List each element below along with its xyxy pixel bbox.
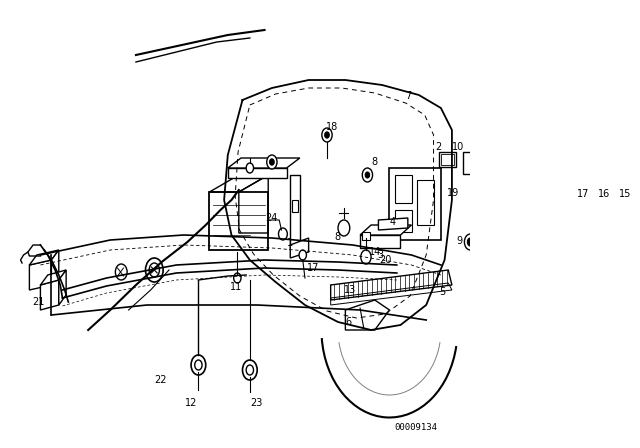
- Text: 17: 17: [307, 263, 319, 273]
- Text: 12: 12: [185, 398, 197, 408]
- Text: 7: 7: [405, 91, 412, 101]
- Text: 20: 20: [380, 255, 392, 265]
- Text: 11: 11: [230, 282, 242, 292]
- Text: 23: 23: [250, 398, 262, 408]
- Polygon shape: [59, 270, 66, 305]
- Circle shape: [322, 128, 332, 142]
- Circle shape: [465, 234, 476, 250]
- Circle shape: [195, 360, 202, 370]
- Text: 19: 19: [447, 188, 459, 198]
- Text: 8: 8: [371, 157, 377, 167]
- Circle shape: [191, 355, 205, 375]
- Text: 18: 18: [326, 122, 339, 132]
- Circle shape: [338, 220, 350, 236]
- Bar: [417, 180, 433, 225]
- Text: 5: 5: [439, 287, 445, 297]
- Text: 13: 13: [344, 285, 356, 295]
- Polygon shape: [29, 260, 51, 290]
- Text: 10: 10: [452, 142, 465, 152]
- Polygon shape: [360, 235, 401, 248]
- Text: 4: 4: [389, 217, 396, 227]
- Text: 9: 9: [456, 236, 462, 246]
- Circle shape: [267, 155, 277, 169]
- Bar: [292, 200, 298, 212]
- Bar: [362, 232, 371, 240]
- Polygon shape: [331, 270, 452, 300]
- Polygon shape: [51, 250, 59, 285]
- Polygon shape: [291, 238, 308, 258]
- Polygon shape: [40, 280, 59, 310]
- Bar: [441, 154, 454, 165]
- Polygon shape: [346, 300, 390, 330]
- Circle shape: [361, 250, 371, 264]
- Bar: [463, 152, 477, 174]
- Polygon shape: [228, 158, 300, 168]
- Polygon shape: [40, 270, 66, 285]
- Circle shape: [269, 159, 274, 165]
- Text: 22: 22: [155, 375, 167, 385]
- Circle shape: [145, 258, 163, 282]
- Text: 16: 16: [598, 189, 610, 199]
- Text: 6: 6: [345, 317, 351, 327]
- Polygon shape: [291, 175, 300, 250]
- Text: 15: 15: [619, 189, 632, 199]
- Polygon shape: [390, 168, 441, 240]
- Text: 8: 8: [334, 232, 340, 242]
- Text: 00009134: 00009134: [394, 423, 437, 432]
- Circle shape: [365, 172, 370, 178]
- Text: 2: 2: [436, 142, 442, 152]
- Circle shape: [362, 168, 372, 182]
- Circle shape: [324, 132, 329, 138]
- Polygon shape: [360, 225, 412, 235]
- Text: 24: 24: [265, 213, 277, 223]
- Bar: [209, 192, 268, 250]
- Circle shape: [246, 163, 253, 173]
- Circle shape: [234, 273, 241, 283]
- Circle shape: [149, 263, 159, 277]
- Circle shape: [115, 264, 127, 280]
- Circle shape: [243, 360, 257, 380]
- Polygon shape: [228, 168, 287, 178]
- Circle shape: [467, 238, 473, 246]
- Bar: [396, 210, 412, 232]
- Text: 1: 1: [287, 238, 292, 248]
- Text: 21: 21: [32, 297, 44, 307]
- Text: 3: 3: [377, 250, 383, 260]
- Polygon shape: [29, 250, 59, 265]
- Circle shape: [246, 365, 253, 375]
- Polygon shape: [378, 218, 408, 230]
- Circle shape: [299, 250, 307, 260]
- Bar: [396, 175, 412, 203]
- Text: 17: 17: [577, 189, 589, 199]
- Text: 14: 14: [369, 247, 381, 257]
- Bar: [440, 152, 456, 167]
- Circle shape: [278, 228, 287, 240]
